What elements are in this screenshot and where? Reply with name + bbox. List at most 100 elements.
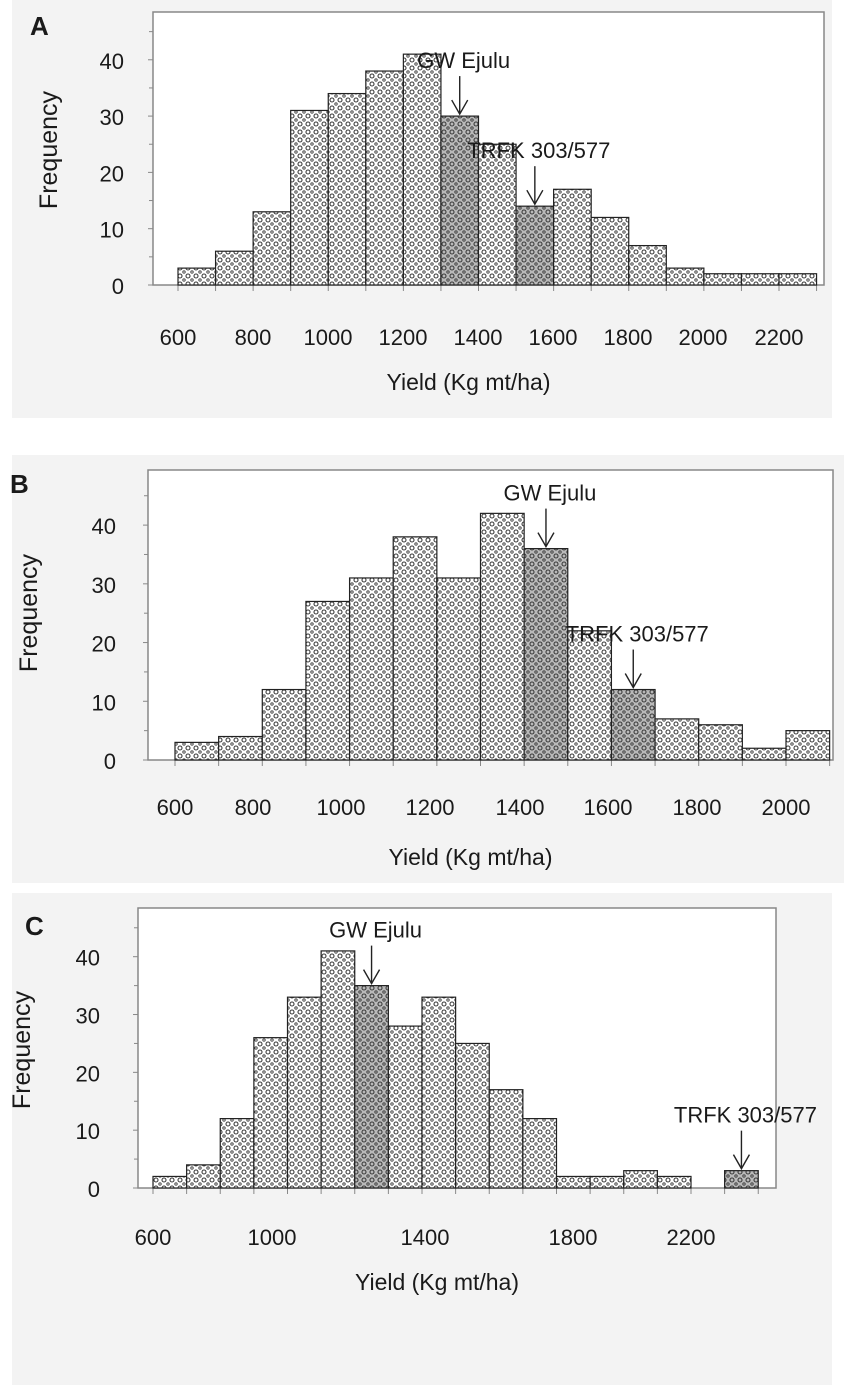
- histogram-bar: [252, 211, 292, 286]
- x-tick-label: 1000: [317, 795, 366, 820]
- highlighted-bar: [515, 205, 555, 286]
- panel-A: 0 10 20 30 40 600 800 1000 1200 1400 1600 1800 2000 2…: [12, 0, 832, 418]
- x-tick-label: 1000: [248, 1225, 297, 1250]
- annotation-label: GW Ejulu: [504, 481, 597, 506]
- histogram-bar: [365, 70, 404, 286]
- y-tick-label: 30: [92, 573, 116, 598]
- y-tick-label: 0: [104, 749, 116, 774]
- histogram-bar: [628, 244, 667, 286]
- histogram-bar: [590, 216, 630, 286]
- x-tick-label: 800: [235, 795, 272, 820]
- annotation-label: GW Ejulu: [417, 48, 510, 73]
- y-tick-label: 30: [76, 1004, 100, 1029]
- down-arrow-icon: [624, 673, 642, 689]
- x-axis-title: Yield (Kg mt/ha): [388, 844, 552, 870]
- histogram-bar: [261, 688, 307, 761]
- histogram-bar: [555, 1175, 591, 1189]
- annotation-label: TRFK 303/577: [467, 138, 610, 163]
- histogram-bar: [253, 1037, 289, 1189]
- x-tick-label: 1400: [496, 795, 545, 820]
- y-tick-label: 40: [76, 946, 100, 971]
- x-tick-label: 1000: [304, 325, 353, 350]
- histogram-bar: [327, 92, 367, 286]
- histogram-bar: [623, 1170, 658, 1189]
- x-tick-label: 1800: [604, 325, 653, 350]
- histogram-bar: [589, 1175, 625, 1189]
- histogram-bar: [455, 1042, 490, 1189]
- histogram-bar: [290, 109, 329, 286]
- panel-letter: C: [25, 911, 44, 941]
- histogram-bar: [320, 950, 356, 1189]
- histogram-bar: [219, 1118, 255, 1189]
- x-tick-label: 600: [135, 1225, 172, 1250]
- x-tick-label: 600: [157, 795, 194, 820]
- histogram-bar: [402, 53, 442, 286]
- highlighted-bar: [610, 688, 656, 761]
- panel-C: 0 10 20 30 40 600 1000 1400 1800 2200 Yield (Kg mt…: [8, 893, 832, 1385]
- x-tick-label: 1400: [401, 1225, 450, 1250]
- annotation-label: TRFK 303/577: [566, 622, 709, 647]
- y-tick-label: 10: [92, 690, 116, 715]
- histogram-bar: [656, 1175, 692, 1189]
- y-tick-label: 30: [100, 105, 124, 130]
- down-arrow-icon: [526, 189, 544, 206]
- y-tick-label: 0: [112, 274, 124, 299]
- histogram-bar: [698, 724, 743, 761]
- y-tick-label: 10: [76, 1119, 100, 1144]
- histogram-bar: [477, 143, 517, 286]
- highlighted-bar: [724, 1170, 759, 1189]
- histogram-bar: [654, 718, 700, 761]
- down-arrow-icon: [732, 1154, 751, 1171]
- histogram-bar: [522, 1118, 558, 1189]
- histogram-bar: [488, 1089, 524, 1189]
- y-axis-title: Frequency: [15, 553, 43, 672]
- panel-letter: A: [30, 11, 49, 41]
- x-tick-label: 2000: [762, 795, 811, 820]
- histogram-bar: [741, 747, 787, 761]
- histogram-bar: [785, 730, 831, 761]
- annotation: TRFK 303/577: [674, 1103, 817, 1171]
- histogram-bar: [177, 267, 217, 286]
- histogram-bar: [778, 273, 818, 286]
- histogram-bar: [703, 273, 743, 286]
- x-tick-label: 1200: [379, 325, 428, 350]
- histogram-bar: [665, 267, 705, 286]
- x-tick-label: 1200: [406, 795, 455, 820]
- x-tick-label: 2200: [667, 1225, 716, 1250]
- histogram-bar: [286, 996, 322, 1189]
- histogram-bar: [214, 250, 254, 286]
- annotation: GW Ejulu: [504, 481, 597, 549]
- histogram-bar: [553, 188, 592, 286]
- annotation-label: GW Ejulu: [329, 918, 422, 943]
- histogram-bar: [421, 996, 457, 1189]
- x-tick-label: 1600: [529, 325, 578, 350]
- y-tick-label: 10: [100, 218, 124, 243]
- histogram-bar: [567, 630, 613, 761]
- x-tick-label: 1800: [673, 795, 722, 820]
- annotation: GW Ejulu: [329, 918, 422, 986]
- y-tick-label: 0: [88, 1177, 100, 1202]
- histogram-bar: [392, 536, 438, 761]
- x-tick-label: 2200: [755, 325, 804, 350]
- histogram-bar: [436, 577, 482, 761]
- histogram-bar: [174, 741, 220, 761]
- y-axis-title: Frequency: [35, 90, 63, 209]
- y-axis-title: Frequency: [8, 990, 36, 1109]
- annotation: GW Ejulu: [417, 48, 510, 116]
- annotation: TRFK 303/577: [467, 138, 610, 206]
- down-arrow-icon: [362, 969, 381, 986]
- panel-B: 0 10 20 30 40 600 800 1000 1200 1400 1600 1800 2000 Y…: [10, 455, 844, 883]
- down-arrow-icon: [537, 532, 555, 549]
- panel-letter: B: [10, 469, 29, 499]
- histogram-bar: [152, 1175, 188, 1189]
- x-tick-label: 1400: [454, 325, 503, 350]
- x-axis-title: Yield (Kg mt/ha): [386, 369, 550, 395]
- x-tick-label: 600: [160, 325, 197, 350]
- y-tick-label: 40: [100, 49, 124, 74]
- highlighted-bar: [523, 547, 569, 761]
- histogram-bar: [305, 600, 351, 761]
- x-tick-label: 800: [235, 325, 272, 350]
- highlighted-bar: [354, 985, 389, 1189]
- histogram-bar: [479, 512, 525, 761]
